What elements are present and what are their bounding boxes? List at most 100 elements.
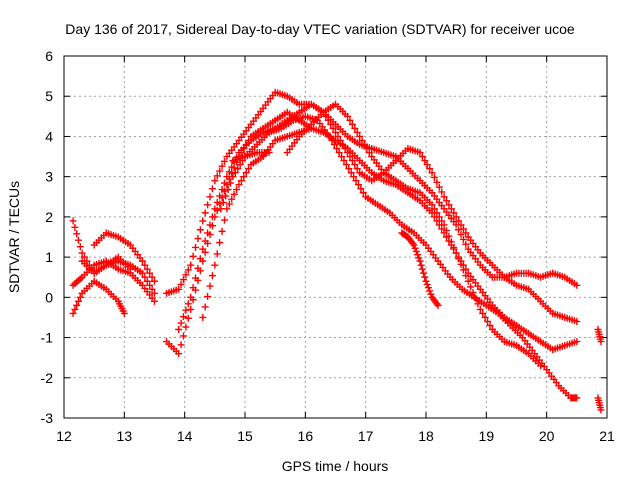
data-point (74, 236, 82, 244)
data-point (218, 227, 226, 235)
data-point (208, 272, 216, 280)
data-point (573, 281, 581, 289)
data-point (148, 273, 156, 281)
plot-frame (63, 55, 608, 419)
data-point (443, 197, 451, 205)
data-point (428, 169, 436, 177)
data-point (78, 249, 86, 257)
data-point (81, 253, 89, 261)
data-point (412, 247, 420, 255)
data-point (438, 225, 446, 233)
data-point (177, 280, 185, 288)
data-point (422, 277, 430, 285)
data-point (447, 205, 455, 213)
y-tick-label: 4 (45, 128, 53, 144)
data-point (151, 289, 158, 297)
y-tick-label: 6 (45, 48, 53, 64)
data-point (204, 293, 212, 301)
data-point (426, 287, 434, 295)
data-point (234, 165, 242, 173)
data-point (143, 265, 151, 273)
data-point (151, 277, 158, 285)
x-tick-label: 21 (599, 428, 615, 444)
y-tick-labels: -3 -2 -1 0 1 2 3 4 5 6 (41, 48, 54, 426)
data-point (120, 309, 128, 317)
data-point (486, 321, 494, 329)
data-point (73, 230, 81, 238)
data-point (346, 116, 354, 124)
data-point (459, 235, 467, 243)
data-point (177, 341, 185, 349)
x-tick-label: 13 (117, 428, 133, 444)
data-point (213, 198, 221, 206)
axis-ticks (63, 55, 608, 419)
data-point (479, 309, 487, 317)
data-point (338, 153, 346, 161)
data-point (430, 205, 438, 213)
data-point (467, 283, 475, 291)
data-point (452, 249, 460, 257)
y-tick-label: 0 (45, 289, 53, 305)
data-point (179, 332, 187, 340)
series-track-15 (594, 394, 605, 414)
data-point (206, 193, 214, 201)
data-point (573, 317, 581, 325)
series-track-12 (398, 229, 442, 309)
data-point (237, 177, 245, 185)
data-point (421, 273, 429, 281)
x-tick-label: 17 (358, 428, 374, 444)
data-point (416, 149, 424, 157)
data-point (457, 231, 465, 239)
data-point (184, 300, 192, 308)
data-point (573, 338, 581, 346)
data-point (211, 261, 219, 269)
series-track-4 (69, 277, 128, 317)
data-point (450, 243, 458, 251)
data-point (233, 186, 241, 194)
data-point (354, 181, 362, 189)
data-point (216, 239, 224, 247)
series-track-3 (90, 229, 158, 285)
data-point (481, 313, 489, 321)
data-point (430, 173, 438, 181)
data-point (223, 173, 231, 181)
data-point (352, 177, 360, 185)
data-point (351, 161, 359, 169)
data-point (416, 257, 424, 265)
data-point (141, 261, 149, 269)
data-point (189, 284, 197, 292)
data-point (187, 293, 195, 301)
data-point (428, 201, 436, 209)
data-point (363, 145, 371, 153)
data-point (138, 257, 146, 265)
data-point (415, 254, 423, 262)
data-point (218, 162, 226, 170)
data-point (220, 179, 228, 187)
data-point (211, 177, 219, 185)
data-point (426, 165, 434, 173)
data-point (151, 297, 158, 305)
data-point (328, 136, 336, 144)
y-tick-label: 2 (45, 209, 53, 225)
series-track-9 (199, 124, 581, 354)
y-tick-label: -3 (41, 410, 54, 426)
data-point (409, 239, 417, 247)
data-point (148, 285, 156, 293)
data-point (440, 193, 448, 201)
data-point (445, 201, 453, 209)
data-point (438, 217, 446, 225)
data-point (208, 213, 216, 221)
data-point (179, 313, 187, 321)
data-point (474, 300, 482, 308)
data-point (177, 319, 185, 327)
data-point (353, 165, 361, 173)
data-point (597, 406, 605, 414)
data-point (411, 244, 419, 252)
data-point (187, 305, 195, 313)
data-point (457, 221, 465, 229)
data-point (452, 213, 460, 221)
data-point (219, 198, 227, 206)
data-point (434, 301, 442, 309)
data-point (332, 128, 339, 136)
data-point (204, 229, 212, 237)
